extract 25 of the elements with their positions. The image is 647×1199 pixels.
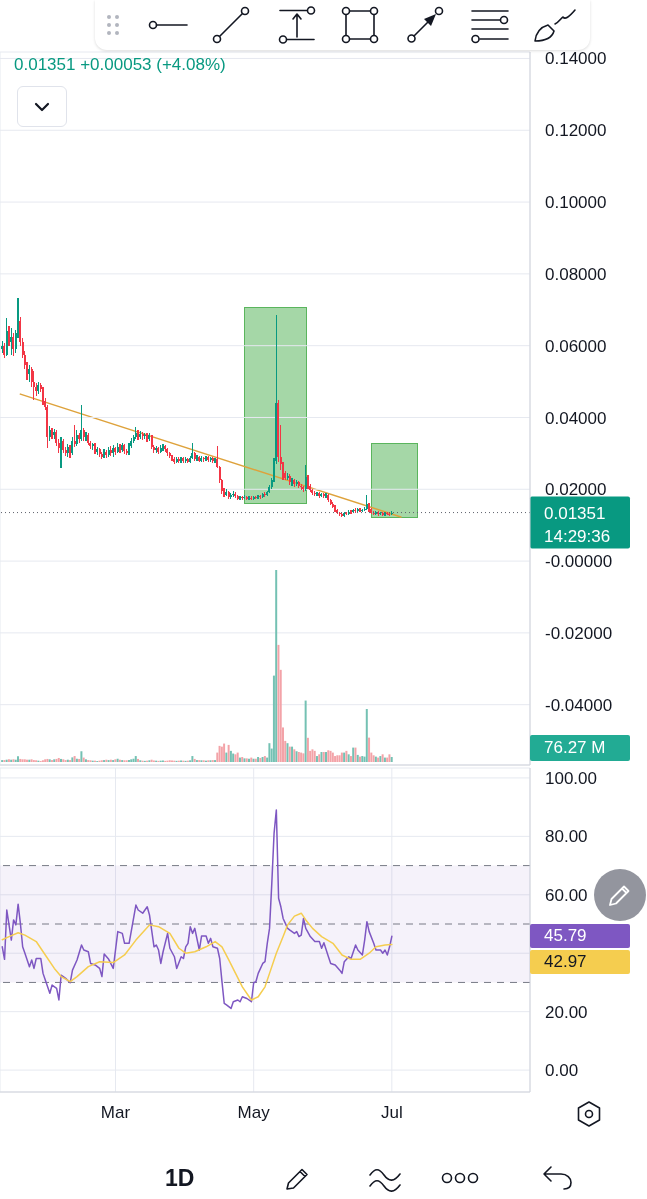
text: 45.79 [530,924,630,949]
y-tick-label: 0.00 [545,1061,579,1081]
y-tick-label: 0.02000 [545,480,607,500]
x-tick-label: Mar [100,1103,131,1123]
y-tick-label: 60.00 [545,885,588,905]
y-tick-label: -0.00000 [545,552,613,572]
y-tick-label: -0.02000 [545,623,613,643]
text: 76.27 M [530,735,630,761]
y-tick-label: 0.08000 [545,264,607,284]
y-tick-label: 20.00 [545,1002,588,1022]
chart-subtitle: 0.01351 +0.00053 (+4.08%) [14,55,226,75]
y-tick-label: 0.10000 [545,193,607,213]
x-tick-label: May [237,1103,271,1123]
x-tick-label: Jul [380,1103,403,1123]
y-tick-label: 0.12000 [545,121,607,141]
text: 14:29:36 [544,526,611,546]
text: 42.97 [530,950,630,975]
y-tick-label: 100.00 [545,768,597,788]
y-tick-label: 0.04000 [545,408,607,428]
y-tick-label: -0.04000 [545,695,613,715]
text: 1D [165,1165,195,1192]
ref-line-label: 0.01351 [544,503,606,523]
y-tick-label: 0.14000 [545,49,607,69]
y-tick-label: 80.00 [545,827,588,847]
y-tick-label: 0.06000 [545,336,607,356]
